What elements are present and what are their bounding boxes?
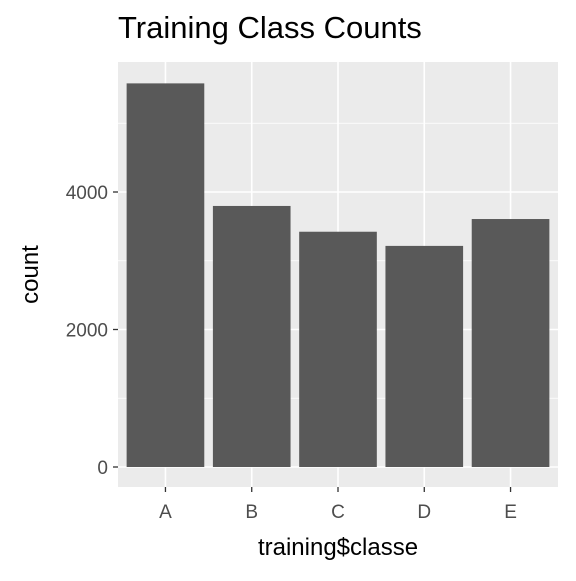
- x-tick-label: A: [159, 502, 172, 523]
- bar-b: [212, 205, 291, 468]
- x-tick-label: E: [504, 502, 517, 523]
- bar-d: [385, 245, 464, 467]
- x-tick-label: D: [417, 502, 431, 523]
- y-tick-label: 0: [97, 458, 108, 479]
- bar-c: [299, 231, 377, 467]
- x-axis-label: training$classe: [258, 534, 418, 561]
- x-tick-label: C: [331, 502, 345, 523]
- x-tick-label: B: [245, 502, 258, 523]
- bars: [126, 83, 550, 468]
- chart-title: Training Class Counts: [118, 10, 422, 45]
- y-axis-label: count: [17, 245, 44, 304]
- bar-e: [471, 219, 550, 467]
- bar-a: [126, 83, 205, 467]
- y-tick-label: 4000: [66, 183, 108, 204]
- y-axis: 0 2000 4000: [66, 183, 118, 479]
- y-tick-label: 2000: [66, 321, 108, 342]
- x-axis: A B C D E: [159, 487, 517, 523]
